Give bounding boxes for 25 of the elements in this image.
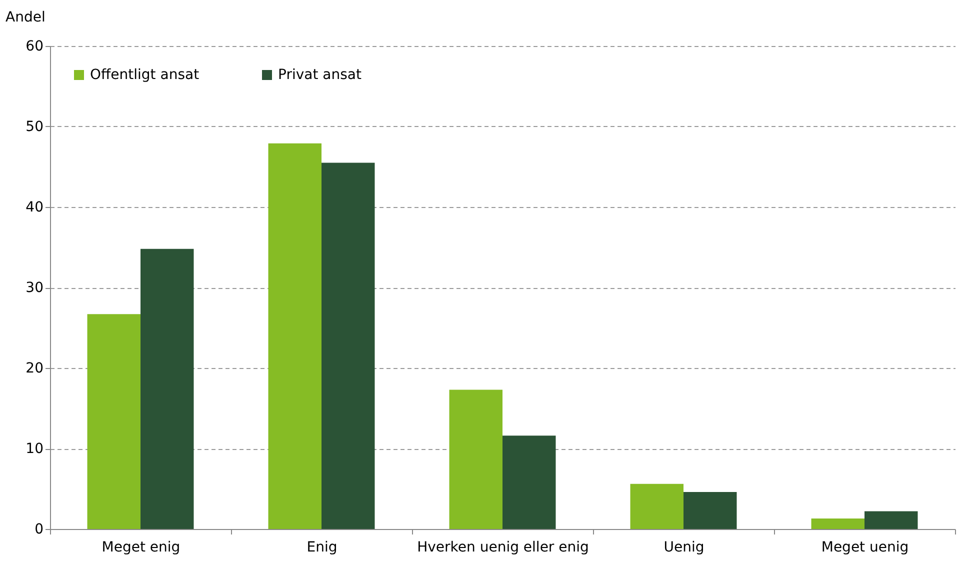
bar [140,248,194,529]
bar [322,162,375,529]
x-tick-label: Uenig [664,540,704,556]
bar [684,492,737,529]
y-tick-label: 60 [26,38,44,54]
bar [864,511,918,529]
legend-label: Offentligt ansat [90,67,200,83]
bar [630,484,684,529]
y-tick-label: 20 [26,360,44,376]
y-tick-label: 0 [34,522,44,538]
bar [87,314,140,529]
legend-label: Privat ansat [278,67,362,83]
x-tick-label: Meget enig [102,540,180,556]
y-axis-title: Andel [6,10,46,26]
bar [502,436,556,529]
y-tick-label: 30 [26,280,44,296]
bar [268,143,322,529]
bar [449,390,502,529]
x-tick-label: Hverken uenig eller enig [417,540,589,556]
y-tick-label: 50 [26,119,44,135]
y-tick-label: 10 [26,441,44,457]
y-tick-label: 40 [26,200,44,216]
x-tick-label: Enig [306,540,338,556]
bar [811,518,864,529]
x-tick-label: Meget uenig [821,540,909,556]
